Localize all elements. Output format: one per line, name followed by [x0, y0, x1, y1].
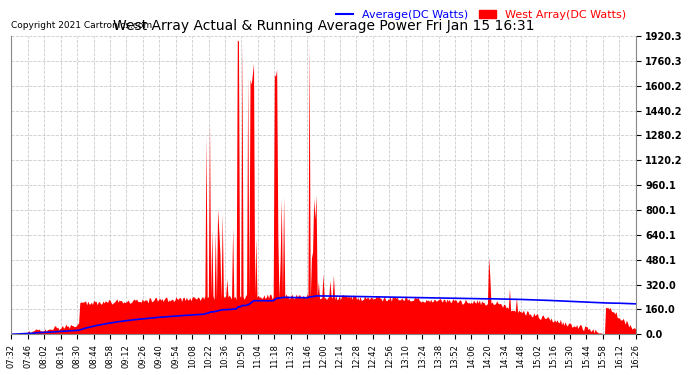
Text: Copyright 2021 Cartronics.com: Copyright 2021 Cartronics.com: [12, 21, 152, 30]
Title: West Array Actual & Running Average Power Fri Jan 15 16:31: West Array Actual & Running Average Powe…: [113, 20, 534, 33]
Legend: Average(DC Watts), West Array(DC Watts): Average(DC Watts), West Array(DC Watts): [332, 6, 630, 25]
